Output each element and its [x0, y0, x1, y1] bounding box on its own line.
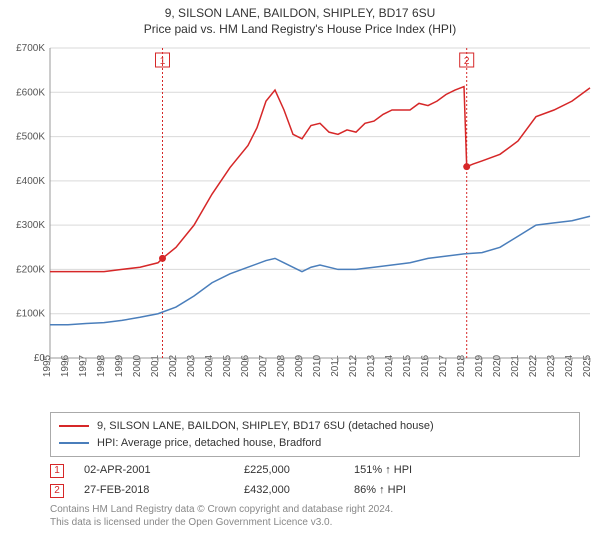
legend-swatch — [59, 442, 89, 444]
svg-text:£400K: £400K — [16, 176, 45, 187]
transaction-marker: 1 — [50, 464, 64, 478]
svg-text:1: 1 — [160, 56, 166, 67]
legend-item: 9, SILSON LANE, BAILDON, SHIPLEY, BD17 6… — [59, 418, 571, 435]
svg-text:£500K: £500K — [16, 132, 45, 143]
transaction-hpi-ratio: 86% ↑ HPI — [354, 481, 454, 501]
title-subtitle: Price paid vs. HM Land Registry's House … — [0, 22, 600, 36]
footer-line1: Contains HM Land Registry data © Crown c… — [50, 503, 580, 516]
transaction-price: £432,000 — [244, 481, 334, 501]
transaction-hpi-ratio: 151% ↑ HPI — [354, 461, 454, 481]
line-chart: £0£100K£200K£300K£400K£500K£600K£700K199… — [0, 38, 600, 408]
svg-text:£200K: £200K — [16, 264, 45, 275]
svg-text:£600K: £600K — [16, 87, 45, 98]
chart-area: £0£100K£200K£300K£400K£500K£600K£700K199… — [0, 38, 600, 408]
legend-label: HPI: Average price, detached house, Brad… — [97, 435, 321, 452]
svg-text:£100K: £100K — [16, 309, 45, 320]
transaction-price: £225,000 — [244, 461, 334, 481]
legend: 9, SILSON LANE, BAILDON, SHIPLEY, BD17 6… — [50, 412, 580, 457]
legend-label: 9, SILSON LANE, BAILDON, SHIPLEY, BD17 6… — [97, 418, 434, 435]
transactions-table: 1 02-APR-2001 £225,000 151% ↑ HPI 2 27-FEB-20… — [50, 461, 580, 501]
svg-text:2: 2 — [464, 56, 470, 67]
legend-swatch — [59, 425, 89, 427]
transaction-date: 27-FEB-2018 — [84, 481, 224, 501]
footer-line2: This data is licensed under the Open Gov… — [50, 516, 580, 529]
title-address: 9, SILSON LANE, BAILDON, SHIPLEY, BD17 6… — [0, 6, 600, 20]
transaction-row: 1 02-APR-2001 £225,000 151% ↑ HPI — [50, 461, 580, 481]
svg-text:£700K: £700K — [16, 43, 45, 54]
svg-text:£300K: £300K — [16, 220, 45, 231]
transaction-date: 02-APR-2001 — [84, 461, 224, 481]
legend-item: HPI: Average price, detached house, Brad… — [59, 435, 571, 452]
footer-text: Contains HM Land Registry data © Crown c… — [50, 503, 580, 529]
transaction-row: 2 27-FEB-2018 £432,000 86% ↑ HPI — [50, 481, 580, 501]
chart-titles: 9, SILSON LANE, BAILDON, SHIPLEY, BD17 6… — [0, 0, 600, 38]
transaction-marker: 2 — [50, 484, 64, 498]
